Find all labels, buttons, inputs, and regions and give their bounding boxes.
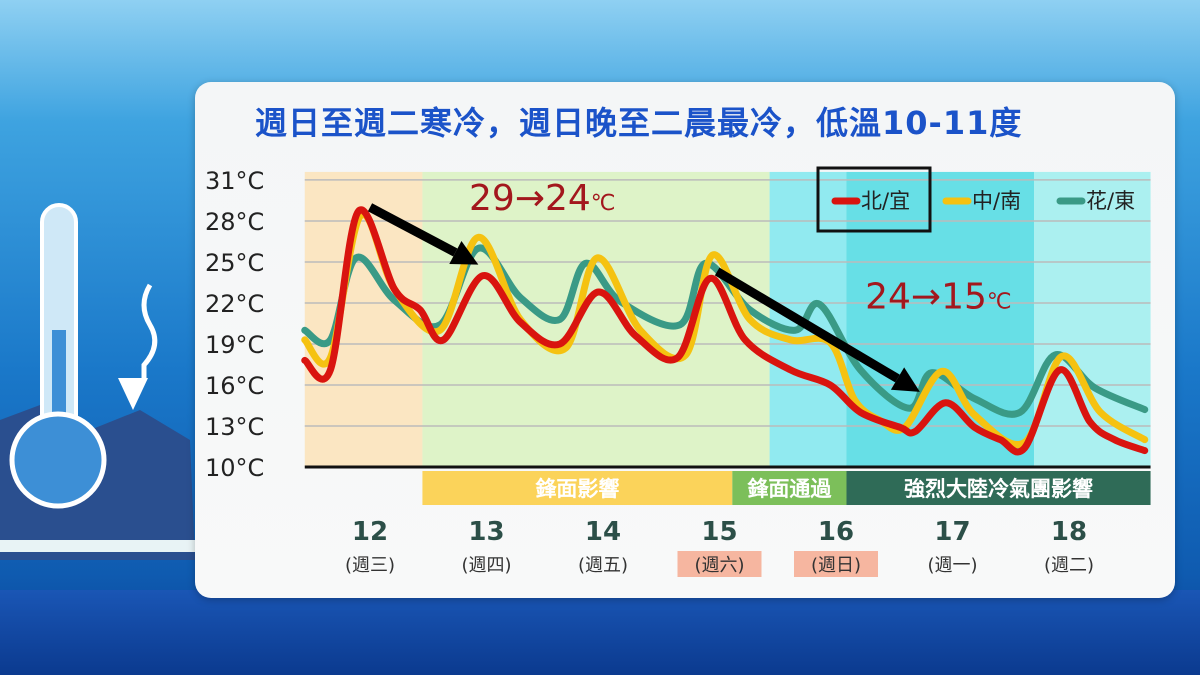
x-tick-day: 12 — [352, 517, 388, 547]
x-tick-day: 16 — [818, 517, 854, 547]
y-tick-label: 22°C — [205, 290, 264, 318]
period-band — [846, 471, 1151, 505]
sea-background — [0, 590, 1200, 675]
period-band-label: 鋒面影響 — [534, 477, 619, 501]
x-tick-weekday: (週四) — [461, 555, 511, 576]
y-tick-label: 19°C — [205, 331, 264, 359]
trend-arrow — [714, 267, 900, 383]
x-tick-weekday: (週二) — [1044, 555, 1094, 576]
weekend-highlight — [677, 551, 762, 577]
period-band-label: 強烈大陸冷氣團影響 — [904, 477, 1093, 501]
wind-arrow-icon — [141, 283, 158, 380]
y-tick-label: 31°C — [205, 167, 264, 195]
down-arrow-icon — [118, 378, 148, 410]
x-tick-weekday: (週三) — [345, 555, 395, 576]
chart-title: 週日至週二寒冷，週日晚至二晨最冷，低溫10-11度 — [255, 104, 1023, 142]
y-tick-label: 13°C — [205, 413, 264, 441]
trend-arrow — [367, 203, 458, 257]
y-tick-label: 28°C — [205, 208, 264, 236]
x-tick-weekday: (週六) — [694, 555, 744, 576]
legend-label: 中/南 — [972, 189, 1021, 213]
y-tick-label: 16°C — [205, 372, 264, 400]
thermometer-icon — [9, 203, 107, 509]
trend-arrow-head — [890, 367, 920, 392]
x-tick-day: 17 — [934, 517, 970, 547]
series-line-1 — [301, 206, 1149, 456]
legend-label: 花/東 — [1086, 189, 1135, 213]
x-tick-weekday: (週一) — [927, 555, 977, 576]
annotation-label: 24→15℃ — [865, 276, 1012, 317]
weekend-highlight — [794, 551, 878, 577]
period-band — [422, 471, 733, 505]
legend-highlight-box — [816, 166, 932, 233]
period-band — [732, 471, 847, 505]
period-background — [846, 171, 1035, 467]
x-tick-day: 14 — [585, 517, 621, 547]
period-band-label: 鋒面通過 — [746, 477, 832, 501]
x-tick-day: 13 — [468, 517, 504, 547]
legend-label: 北/宜 — [861, 189, 910, 213]
series-line-2 — [301, 210, 1149, 448]
x-tick-day: 18 — [1051, 517, 1087, 547]
annotation-label: 29→24℃ — [469, 178, 616, 219]
x-tick-day: 15 — [701, 517, 737, 547]
shore-snow — [0, 540, 200, 552]
trend-arrow-head — [449, 241, 479, 265]
x-tick-weekday: (週日) — [811, 555, 861, 576]
x-tick-weekday: (週五) — [578, 555, 628, 576]
y-tick-label: 25°C — [205, 249, 264, 277]
y-tick-label: 10°C — [205, 454, 264, 482]
